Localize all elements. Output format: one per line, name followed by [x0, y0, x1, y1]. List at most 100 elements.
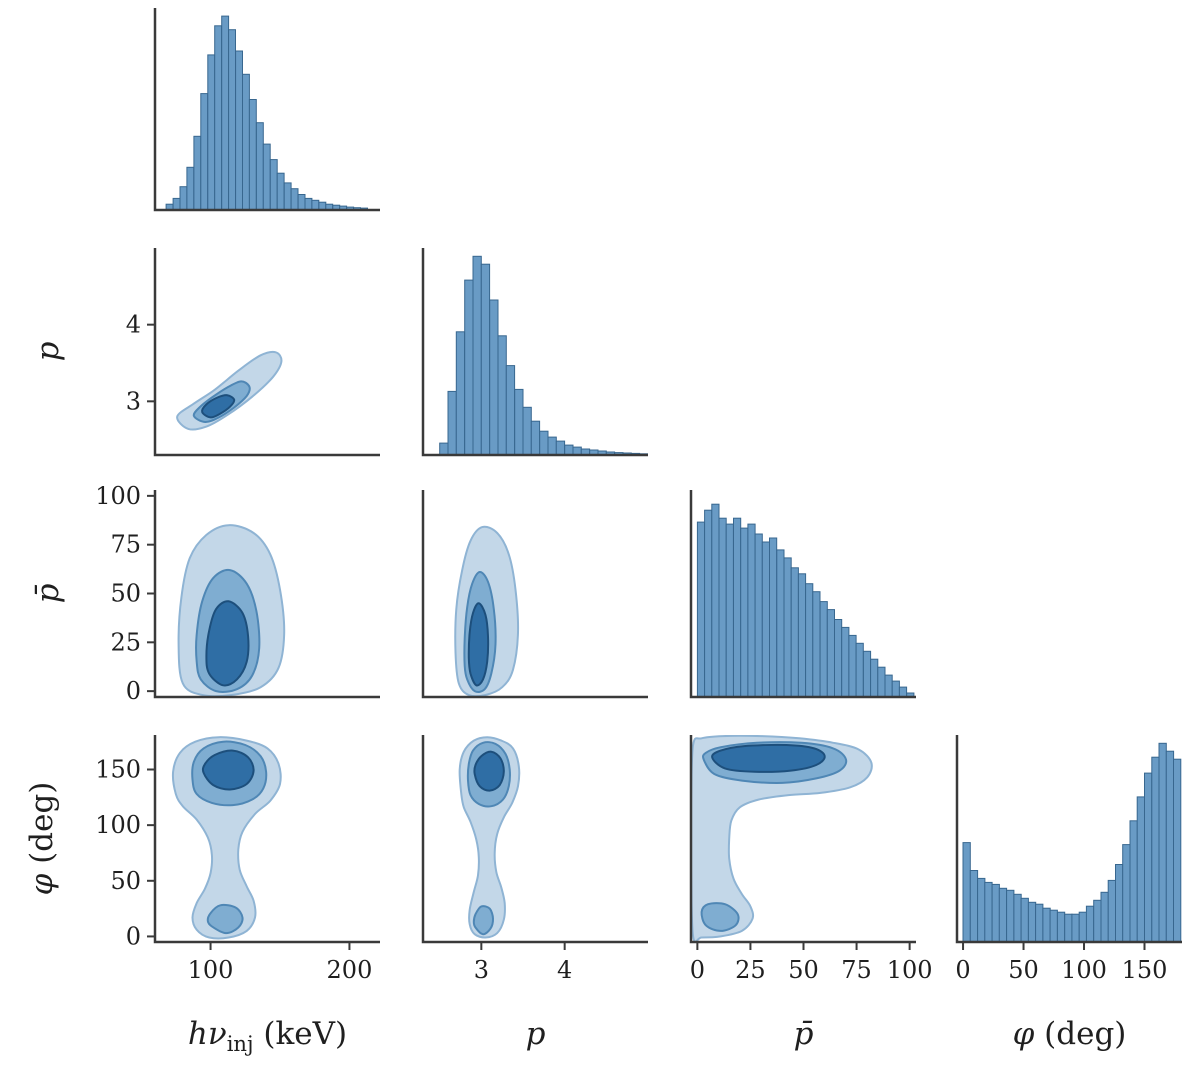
hist-bar	[1035, 903, 1044, 942]
panel-contours-phi-vs-p	[458, 736, 521, 939]
y-tick-label: 4	[126, 311, 141, 339]
hist-bar	[514, 388, 524, 455]
hist-bar	[1129, 820, 1138, 942]
hist-bar	[242, 73, 250, 210]
panel-contours-phi-vs-hnu_inj	[171, 736, 282, 940]
y-tick-label: 100	[95, 811, 141, 839]
hist-bar	[179, 186, 188, 210]
panel-contours-phi-vs-pbar	[691, 735, 873, 942]
hist-bar	[539, 430, 549, 455]
y-tick-label: 75	[110, 531, 141, 559]
hist-bar	[214, 25, 223, 210]
hist-bar	[547, 436, 557, 455]
hist-bar	[1006, 889, 1015, 942]
hist-bar	[221, 15, 230, 210]
y-ticks-phi: 0 50 100 150	[95, 756, 155, 950]
hist-bar	[439, 442, 449, 455]
hist-bar	[522, 406, 532, 455]
axis-spine	[421, 248, 648, 457]
hist-bar	[235, 50, 244, 210]
hist-bar	[455, 331, 466, 455]
hist-bar	[480, 263, 491, 455]
hist-bar	[884, 674, 893, 697]
hist-bar	[248, 99, 257, 210]
contour-level-1	[472, 905, 495, 936]
hist-bar	[1042, 907, 1051, 942]
hist-bar	[297, 194, 306, 210]
contour-level-0	[691, 735, 873, 942]
hist-bar	[805, 583, 814, 697]
hist-bar	[186, 166, 195, 210]
hist-bar	[1100, 891, 1109, 942]
x-tick-label: 200	[327, 956, 373, 984]
hist-bar	[841, 626, 850, 697]
x-tick-label: 25	[735, 956, 766, 984]
hist-bar	[906, 692, 915, 697]
hist-bar	[290, 188, 299, 210]
axis-spine	[153, 490, 380, 699]
hist-bar	[855, 642, 864, 697]
axis-spine	[955, 735, 1182, 944]
hist-bar	[998, 887, 1008, 942]
hist-bar	[269, 159, 278, 210]
hist-bar	[696, 521, 706, 697]
y-tick-label: 0	[126, 922, 141, 950]
hist-bar	[848, 634, 857, 697]
hist-bar	[783, 557, 792, 697]
hist-bar	[898, 686, 908, 697]
hist-bar	[530, 420, 541, 455]
x-axis-label-phi: φ (deg)	[1013, 1016, 1127, 1052]
y-axis-label-p: p	[30, 341, 66, 361]
x-tick-label: 50	[1008, 956, 1039, 984]
y-tick-label: 100	[95, 482, 141, 510]
hist-bar	[262, 143, 271, 210]
hist-bar	[276, 172, 285, 210]
hist-bar	[969, 870, 979, 942]
hist-bar	[1020, 897, 1029, 942]
hist-bar	[1093, 899, 1102, 942]
hist-bar	[891, 680, 900, 697]
hist-bar	[647, 453, 648, 455]
y-ticks-p: 34	[126, 311, 155, 415]
hist-bar	[564, 444, 574, 455]
x-tick-label: 3	[474, 956, 489, 984]
x-ticks-phi: 0 50 100 150	[955, 942, 1167, 984]
hist-bar	[733, 517, 742, 697]
hist-bar	[1013, 893, 1022, 942]
hist-bar	[200, 93, 209, 210]
axis-spine	[689, 490, 916, 699]
hist-bar	[193, 135, 202, 210]
y-tick-label: 50	[110, 580, 141, 608]
hist-bar	[1151, 756, 1160, 942]
contour-level-2	[467, 602, 490, 687]
hist-bar	[826, 609, 835, 697]
x-tick-label: 50	[788, 956, 819, 984]
hist-bar	[718, 517, 727, 697]
contour-level-2	[473, 750, 505, 792]
hist-bar	[1064, 913, 1073, 942]
contour-level-1	[700, 902, 740, 932]
contour-level-2	[711, 743, 826, 773]
contour-level-2	[201, 749, 255, 791]
hist-bar	[725, 523, 734, 697]
x-axis-label-hnu_inj: hνinj (keV)	[188, 1016, 347, 1056]
panel-contours-pbar-vs-hnu_inj	[177, 524, 286, 697]
hist-bar	[711, 503, 720, 697]
x-ticks-pbar: 0 25 50 75 100	[690, 942, 933, 984]
x-axis-label-p: p	[526, 1016, 546, 1052]
y-tick-label: 3	[126, 387, 141, 415]
x-ticks-hnu_inj: 100 200	[188, 942, 373, 984]
y-tick-label: 50	[110, 867, 141, 895]
hist-bar	[304, 197, 313, 210]
hist-bar	[464, 279, 474, 455]
hist-bar	[1027, 901, 1037, 942]
x-tick-label: 150	[1122, 956, 1168, 984]
x-tick-label: 4	[557, 956, 572, 984]
axis-spine	[153, 8, 380, 212]
axis-spine	[153, 735, 380, 944]
y-axis-label-phi: φ (deg)	[24, 782, 60, 896]
axis-spine	[153, 248, 380, 457]
hist-bar	[1136, 796, 1145, 942]
